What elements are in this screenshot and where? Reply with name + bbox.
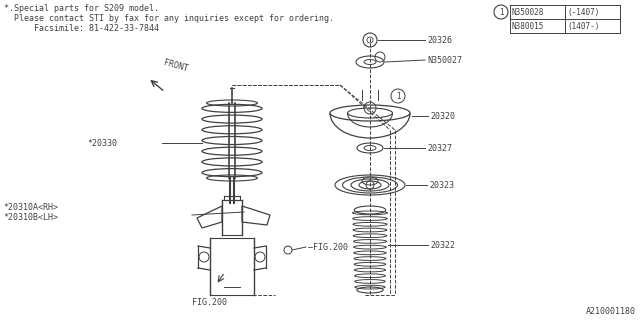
- Text: 20323: 20323: [429, 180, 454, 189]
- Text: *20310A<RH>: *20310A<RH>: [3, 203, 58, 212]
- Text: (-1407): (-1407): [567, 7, 600, 17]
- Text: Please contact STI by fax for any inquiries except for ordering.: Please contact STI by fax for any inquir…: [4, 14, 334, 23]
- Text: FIG.200: FIG.200: [192, 298, 227, 307]
- Text: N350027: N350027: [427, 55, 462, 65]
- Text: 20322: 20322: [430, 241, 455, 250]
- Text: 20320: 20320: [430, 111, 455, 121]
- Text: 20327: 20327: [427, 143, 452, 153]
- Text: N380015: N380015: [512, 21, 545, 30]
- Text: 1: 1: [499, 7, 503, 17]
- Text: N350028: N350028: [512, 7, 545, 17]
- Text: —FIG.200: —FIG.200: [308, 243, 348, 252]
- Text: A210001180: A210001180: [586, 307, 636, 316]
- Text: 1: 1: [396, 92, 400, 100]
- Text: FRONT: FRONT: [162, 58, 188, 73]
- Text: Facsimile: 81-422-33-7844: Facsimile: 81-422-33-7844: [4, 24, 159, 33]
- Text: *20310B<LH>: *20310B<LH>: [3, 212, 58, 221]
- Text: (1407-): (1407-): [567, 21, 600, 30]
- Text: *.Special parts for S209 model.: *.Special parts for S209 model.: [4, 4, 159, 13]
- Text: 20326: 20326: [427, 36, 452, 44]
- Text: *20330: *20330: [87, 139, 117, 148]
